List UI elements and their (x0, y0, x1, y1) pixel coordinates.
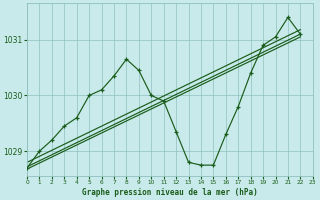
X-axis label: Graphe pression niveau de la mer (hPa): Graphe pression niveau de la mer (hPa) (82, 188, 258, 197)
